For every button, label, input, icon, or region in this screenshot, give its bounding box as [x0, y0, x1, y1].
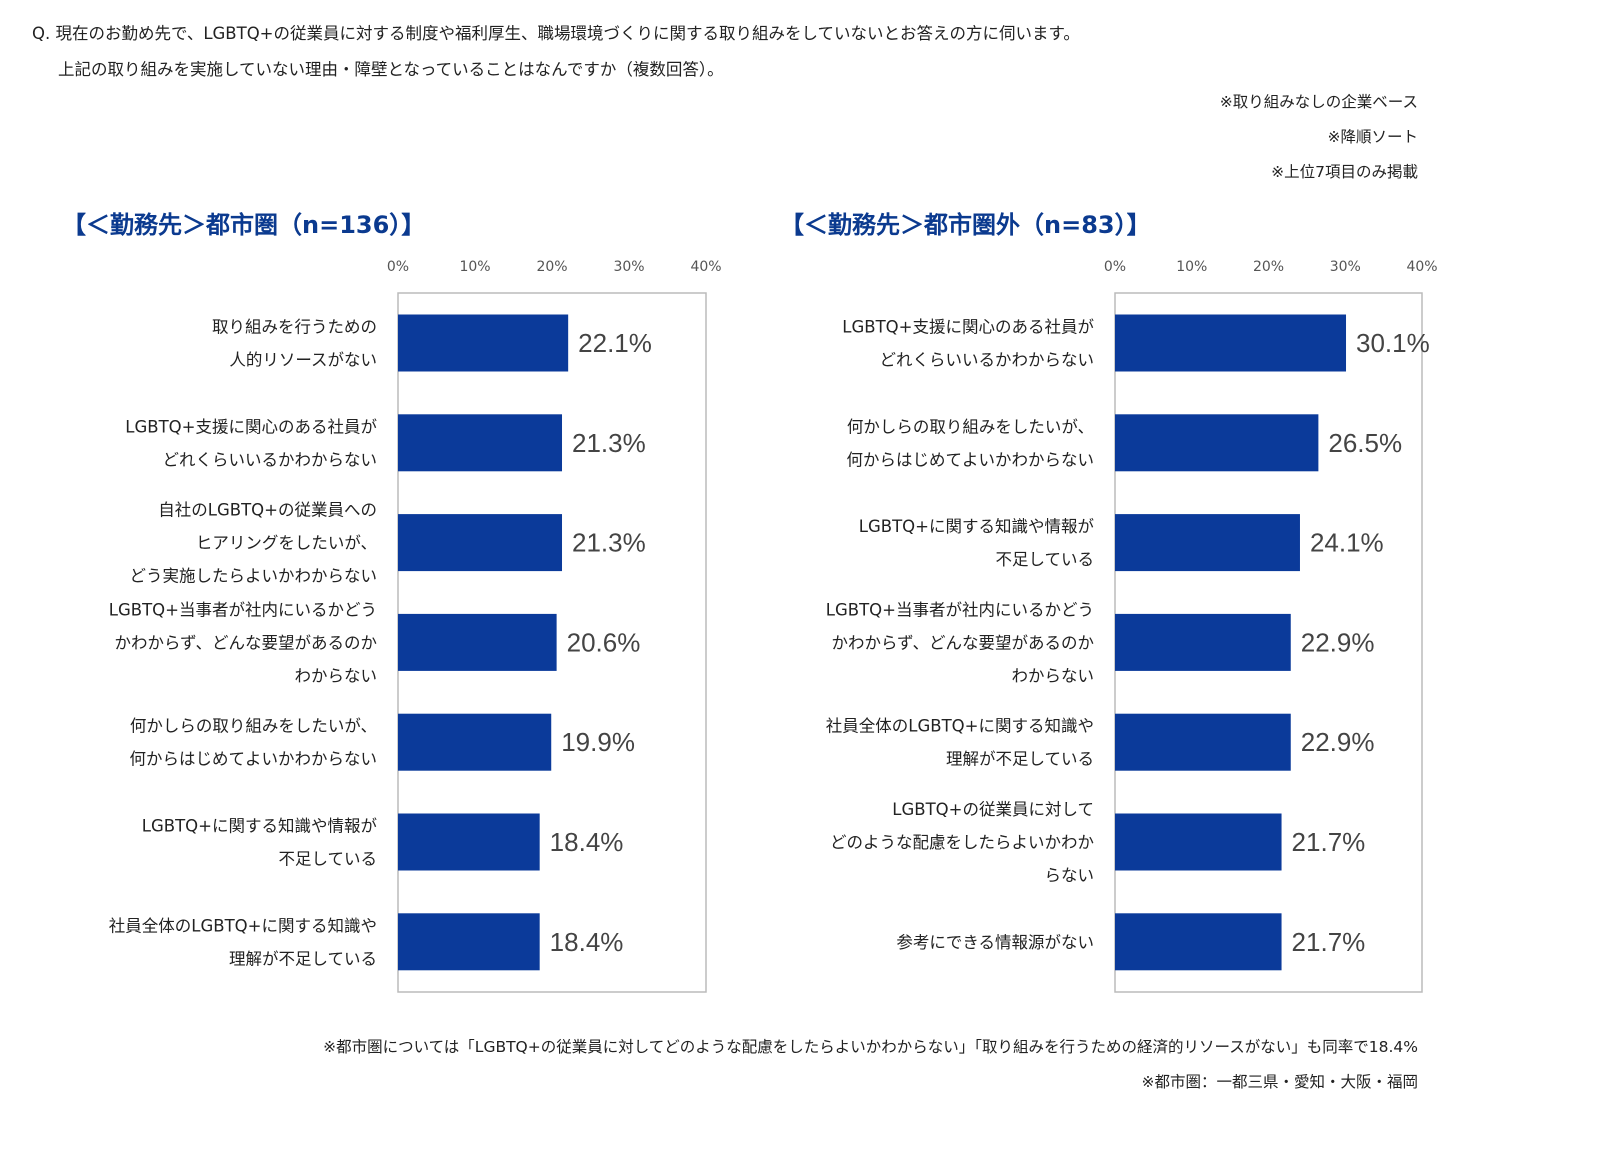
value-label: 21.7%	[1292, 827, 1366, 857]
tick-label: 30%	[1330, 259, 1361, 275]
tick-label: 20%	[536, 259, 567, 275]
category-label-line: LGBTQ+に関する知識や情報が	[859, 517, 1095, 536]
category-label-line: どれくらいいるかわからない	[163, 450, 378, 469]
bar	[1115, 314, 1347, 372]
bar	[398, 613, 557, 671]
bar	[1115, 414, 1319, 472]
category-label-line: 何かしらの取り組みをしたいが、	[130, 717, 377, 736]
tick-label: 0%	[387, 259, 409, 275]
value-label: 18.4%	[550, 827, 624, 857]
tick-label: 40%	[690, 259, 721, 275]
value-label: 24.1%	[1310, 528, 1384, 558]
category-label-line: 不足している	[278, 850, 377, 869]
category-label-line: どれくらいいるかわからない	[880, 351, 1095, 370]
category-label: LGBTQ+当事者が社内にいるかどうかわからず、どんな要望があるのかわからない	[109, 600, 377, 685]
category-label-line: 何からはじめてよいかわからない	[130, 750, 378, 769]
category-label: LGBTQ+支援に関心のある社員がどれくらいいるかわからない	[842, 318, 1094, 370]
category-label-line: LGBTQ+当事者が社内にいるかどう	[826, 600, 1094, 619]
bar	[398, 414, 563, 472]
category-label-line: 何からはじめてよいかわからない	[847, 450, 1095, 469]
category-label: 社員全体のLGBTQ+に関する知識や理解が不足している	[826, 717, 1094, 769]
category-label: 何かしらの取り組みをしたいが、何からはじめてよいかわからない	[847, 417, 1095, 469]
category-label-line: 人的リソースがない	[229, 351, 377, 370]
category-label-line: わからない	[295, 666, 378, 685]
value-label: 30.1%	[1356, 328, 1430, 358]
category-label-line: LGBTQ+当事者が社内にいるかどう	[109, 600, 377, 619]
category-label: LGBTQ+に関する知識や情報が不足している	[859, 517, 1095, 569]
tick-label: 40%	[1406, 259, 1437, 275]
category-label-line: ヒアリングをしたいが、	[196, 534, 377, 553]
category-label-line: どう実施したらよいかわからない	[130, 567, 378, 586]
bar	[1115, 514, 1300, 572]
bar	[398, 813, 540, 871]
category-label: 取り組みを行うための人的リソースがない	[212, 318, 377, 370]
category-label: 何かしらの取り組みをしたいが、何からはじめてよいかわからない	[130, 717, 378, 769]
tick-label: 10%	[1176, 259, 1207, 275]
category-label-line: 自社のLGBTQ+の従業員への	[158, 501, 377, 520]
category-label: 社員全体のLGBTQ+に関する知識や理解が不足している	[109, 916, 377, 968]
bar	[1115, 613, 1291, 671]
category-label-line: どのような配慮をしたらよいかわか	[830, 833, 1094, 852]
value-label: 20.6%	[567, 627, 641, 657]
value-label: 21.3%	[572, 428, 646, 458]
value-label: 18.4%	[550, 927, 624, 957]
note-sort: ※降順ソート	[1327, 128, 1419, 146]
category-label-line: LGBTQ+の従業員に対して	[892, 800, 1094, 819]
value-label: 22.1%	[578, 328, 652, 358]
category-label-line: わからない	[1012, 666, 1095, 685]
question-line-2: 上記の取り組みを実施していない理由・障壁となっていることはなんですか（複数回答）…	[58, 60, 724, 79]
question-line-1: Q. 現在のお勤め先で、LGBTQ+の従業員に対する制度や福利厚生、職場環境づく…	[32, 24, 1080, 43]
category-label: LGBTQ+に関する知識や情報が不足している	[142, 817, 378, 869]
tick-label: 0%	[1104, 259, 1126, 275]
category-label-line: LGBTQ+支援に関心のある社員が	[842, 318, 1094, 337]
value-label: 19.9%	[561, 727, 635, 757]
bar	[1115, 913, 1282, 971]
bar	[398, 314, 569, 372]
tick-label: 30%	[613, 259, 644, 275]
bar	[398, 713, 552, 771]
category-label-line: 社員全体のLGBTQ+に関する知識や	[826, 717, 1094, 736]
bar	[1115, 813, 1282, 871]
category-label: LGBTQ+支援に関心のある社員がどれくらいいるかわからない	[125, 417, 377, 469]
category-label-line: LGBTQ+支援に関心のある社員が	[125, 417, 377, 436]
chart-urban: 0% 10% 20% 30% 40% 22.1% 取り組みを行うための人的リソースがない 21…	[109, 259, 722, 993]
value-label: 21.3%	[572, 528, 646, 558]
chart-title-nonurban: 【＜勤務先＞都市圏外（n=83）】	[780, 211, 1151, 239]
tick-label: 10%	[459, 259, 490, 275]
chart-nonurban: 0% 10% 20% 30% 40% 30.1% LGBTQ+支援に関心のある社員がどれくら…	[826, 259, 1438, 993]
value-label: 26.5%	[1328, 428, 1402, 458]
bar	[398, 913, 540, 971]
tick-label: 20%	[1253, 259, 1284, 275]
value-label: 22.9%	[1301, 727, 1375, 757]
category-label-line: 理解が不足している	[946, 750, 1094, 769]
value-label: 21.7%	[1292, 927, 1366, 957]
category-label-line: 理解が不足している	[229, 949, 377, 968]
category-label-line: らない	[1045, 866, 1095, 885]
category-label: 自社のLGBTQ+の従業員へのヒアリングをしたいが、どう実施したらよいかわからな…	[130, 501, 378, 586]
category-label: 参考にできる情報源がない	[896, 933, 1094, 952]
category-label: LGBTQ+当事者が社内にいるかどうかわからず、どんな要望があるのかわからない	[826, 600, 1094, 685]
category-label-line: LGBTQ+に関する知識や情報が	[142, 817, 378, 836]
category-label-line: かわからず、どんな要望があるのか	[831, 633, 1094, 652]
note-top7: ※上位7項目のみ掲載	[1271, 163, 1418, 181]
bar	[1115, 713, 1291, 771]
category-label: LGBTQ+の従業員に対してどのような配慮をしたらよいかわからない	[830, 800, 1094, 885]
value-label: 22.9%	[1301, 627, 1375, 657]
category-label-line: 取り組みを行うための	[212, 318, 377, 337]
category-label-line: 不足している	[995, 550, 1094, 569]
chart-title-urban: 【＜勤務先＞都市圏（n=136）】	[62, 211, 426, 239]
bar	[398, 514, 563, 572]
category-label-line: 何かしらの取り組みをしたいが、	[847, 417, 1094, 436]
category-label-line: 参考にできる情報源がない	[896, 933, 1094, 952]
footnote-region: ※都市圏：一都三県・愛知・大阪・福岡	[1141, 1073, 1419, 1091]
note-base: ※取り組みなしの企業ベース	[1219, 93, 1418, 111]
footnote-tie: ※都市圏については「LGBTQ+の従業員に対してどのような配慮をしたらよいかわか…	[323, 1038, 1418, 1056]
category-label-line: かわからず、どんな要望があるのか	[114, 633, 377, 652]
category-label-line: 社員全体のLGBTQ+に関する知識や	[109, 916, 377, 935]
